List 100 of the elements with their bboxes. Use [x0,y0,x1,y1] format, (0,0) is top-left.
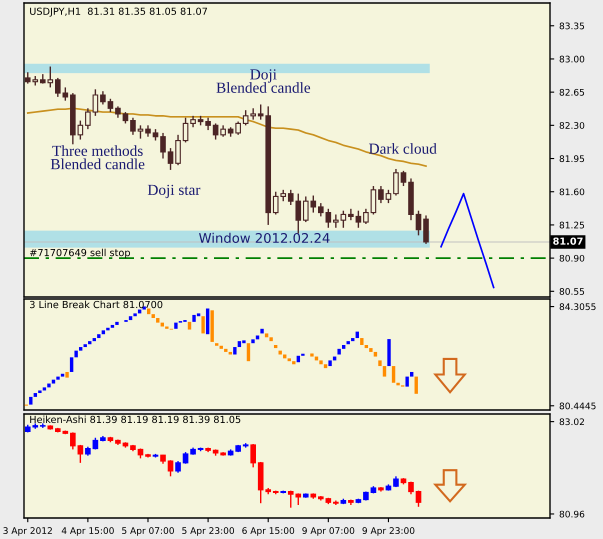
bar [328,360,332,366]
bar [206,308,210,334]
band-label: Window 2012.02.24 [199,232,330,243]
candlestick [250,443,256,468]
bar [34,393,38,397]
y-tick-label: 82.65 [560,88,584,96]
annotation: Doji Blended candle [216,69,310,93]
candlestick [242,109,248,126]
candlestick [340,210,346,228]
bar [152,314,155,318]
bar [405,376,409,387]
candlestick [288,189,294,206]
bar [78,347,82,351]
candlestick [333,214,339,228]
candlestick [220,124,226,138]
ref-line-label: #71707649 sell stop [30,248,130,258]
candlestick [108,98,114,113]
y-tick-label: 83.02 [560,418,584,426]
y-tick-label: 83.35 [560,22,584,30]
candlestick [115,106,121,118]
bar [332,356,336,360]
x-tick-label: 5 Apr 23:00 [182,527,234,536]
bar [288,358,291,362]
annotation: Three methods Blended candle [50,145,144,170]
y-tick-label: 80.55 [560,288,584,295]
y-tick-label: 80.4445 [560,402,596,410]
bar [128,316,132,320]
bar [156,318,160,323]
candlestick [100,90,106,106]
bar [165,326,169,329]
bar [319,360,323,364]
candlestick [280,189,286,202]
bar [110,324,114,328]
bar [314,356,318,360]
y-tick-label: 81.25 [560,222,584,228]
bar [278,350,282,354]
x-tick-label: 5 Apr 07:00 [122,527,174,536]
candlestick [363,208,369,225]
bar [283,354,286,358]
bar [215,343,218,346]
bar [70,357,74,372]
candlestick [378,185,384,204]
candlestick [356,210,362,228]
bar [369,348,373,352]
candlestick [198,115,204,126]
bar [174,322,178,329]
bar [264,333,268,338]
candlestick [78,444,84,464]
x-tick-label: 6 Apr 15:00 [242,527,294,536]
y-tick-label: 84.3055 [560,303,596,310]
bar [396,382,400,386]
bar [360,338,364,345]
bar [138,310,142,314]
candlestick [348,208,354,221]
bar [310,353,314,357]
bar [38,390,42,394]
candlestick [78,120,84,140]
bar [220,346,223,349]
candlestick [318,202,324,218]
bar [351,338,354,342]
bar [133,313,137,316]
x-tick-label: 3 Apr 2012 [3,527,52,536]
candlestick [212,122,218,140]
candlestick [272,191,279,216]
bar [233,347,237,354]
bar [392,366,396,383]
annotation: Doji star [148,184,200,198]
candlestick [258,104,264,120]
y-tick-label: 82.30 [560,122,584,129]
candlestick [62,86,68,102]
bar [410,372,414,377]
bar [106,328,110,330]
bar [238,341,242,348]
bar [256,335,260,340]
candlestick [190,115,196,128]
bar [346,341,350,344]
bar [364,344,368,348]
bar [201,316,205,334]
annotation: Dark cloud [369,143,437,154]
bar [88,341,92,344]
bar [342,344,346,349]
bar [97,334,101,338]
bar [337,348,341,354]
bar [74,350,78,358]
bar [292,361,296,364]
bar [29,396,32,405]
bar [52,380,56,384]
candlestick [24,72,31,84]
bar [374,352,378,357]
bar [102,330,106,334]
bar [356,332,359,338]
line-series [440,192,494,288]
chart-title: USDJPY,H1 81.31 81.35 81.05 81.07 [30,8,208,17]
chart-title: 3 Line Break Chart 81.0700 [30,300,162,308]
x-tick-label: 9 Apr 23:00 [362,527,414,536]
bar [414,376,418,394]
bar [142,306,146,310]
bar [147,308,150,314]
candlestick [47,66,54,88]
y-tick-label: 83.00 [560,56,584,63]
